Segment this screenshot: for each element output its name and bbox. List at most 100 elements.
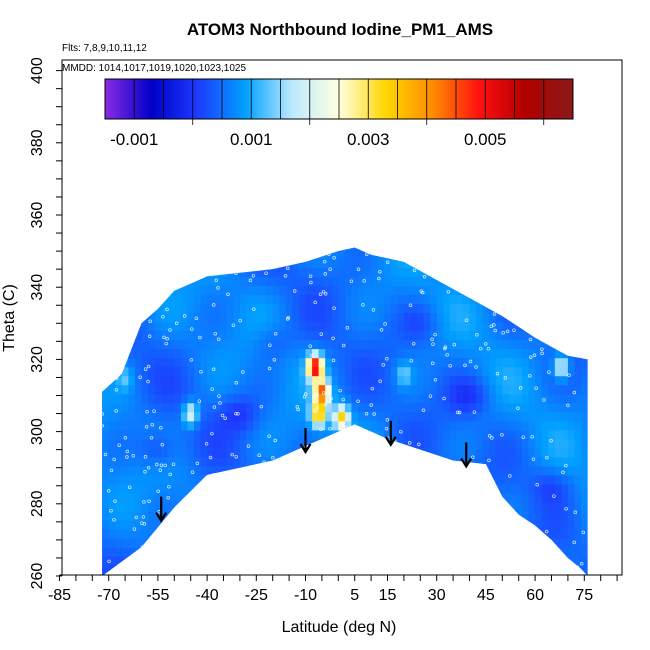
heatmap-cell [417,231,424,241]
heatmap-cell [305,556,313,566]
heatmap-cell [279,258,287,268]
sample-point [407,520,411,525]
heatmap-cell [410,258,418,268]
heatmap-cell [233,312,241,323]
sample-point [456,271,461,275]
sample-point [241,370,245,374]
heatmap-cell [174,366,182,377]
heatmap-cell [509,231,516,241]
heatmap-cell [469,511,477,521]
heatmap-cell [298,520,307,530]
heatmap-cell [266,303,274,313]
heatmap-cell [449,321,457,332]
sample-point [166,495,170,500]
heatmap-cell [121,348,129,359]
heatmap-cell [213,348,221,359]
heatmap-cell [390,294,398,304]
sample-point [338,537,343,541]
heatmap-cell [489,456,497,467]
heatmap-cell [541,447,549,458]
heatmap-cell [128,249,136,259]
heatmap-cell [554,366,562,377]
heatmap-cell [134,502,143,512]
heatmap-cell [285,429,293,440]
heatmap-cell [358,357,366,368]
heatmap-cell [541,556,549,566]
heatmap-cell [134,420,143,431]
heatmap-cell [318,384,326,395]
heatmap-cell [121,276,129,286]
heatmap-cell [528,393,536,404]
heatmap-cell [115,420,123,431]
heatmap-cell [469,321,477,332]
heatmap-cell [482,520,490,530]
heatmap-cell [102,285,110,295]
heatmap-cell [554,294,562,304]
heatmap-cell [364,502,372,512]
heatmap-cell [305,420,313,431]
heatmap-cell [187,493,195,503]
heatmap-cell [495,529,503,539]
heatmap-cell [121,339,129,350]
heatmap-cell [581,357,588,368]
heatmap-cell [567,375,576,386]
heatmap-cell [115,231,122,241]
sample-point [229,263,234,267]
heatmap-cell [331,502,339,512]
heatmap-cell [194,330,202,341]
heatmap-cell [102,493,110,503]
heatmap-cell [285,339,293,350]
colorbar-swatch [119,79,124,119]
colorbar-swatch [426,79,431,119]
sample-point [430,337,434,342]
heatmap-cell [554,357,562,368]
heatmap-cell [588,529,595,539]
heatmap-cell [207,420,215,431]
heatmap-cell [167,565,175,575]
heatmap-cell [489,231,496,241]
heatmap-cell [482,538,490,548]
heatmap-cell [358,474,366,485]
colorbar-swatch [303,79,308,119]
heatmap-cell [541,420,549,431]
heatmap-cell [548,366,556,377]
heatmap-cell [161,520,169,530]
heatmap-cell [482,393,490,404]
heatmap-cell [417,411,425,422]
heatmap-cell [292,339,300,350]
heatmap-cell [246,330,254,341]
heatmap-cell [358,420,366,431]
heatmap-cell [522,247,530,250]
heatmap-cell [535,375,543,386]
heatmap-cell [207,357,215,368]
sample-point [385,260,390,265]
sample-point [334,468,339,473]
heatmap-cell [194,276,202,286]
arrow-head [155,511,168,523]
heatmap-cell [168,231,175,241]
sample-point [323,272,328,276]
heatmap-cell [102,447,103,458]
heatmap-cell [194,429,202,440]
heatmap-cell [574,520,582,530]
heatmap-cell [515,438,523,449]
heatmap-cell [134,447,143,458]
heatmap-cell [331,456,339,467]
heatmap-cell [561,556,569,566]
heatmap-cell [364,493,372,503]
sample-point [434,510,438,515]
heatmap-cell [187,231,194,241]
heatmap-cell [495,375,503,386]
heatmap-cell [502,565,510,575]
heatmap-cell [233,276,241,286]
heatmap-cell [502,420,510,431]
heatmap-cell [561,339,569,350]
heatmap-cell [541,456,549,467]
heatmap-cell [285,402,293,413]
heatmap-cell [541,502,549,512]
heatmap-cell [194,321,202,332]
heatmap-cell [548,511,556,521]
colorbar-swatch [555,79,559,119]
heatmap-cell [469,456,477,467]
heatmap-cell [588,340,595,350]
